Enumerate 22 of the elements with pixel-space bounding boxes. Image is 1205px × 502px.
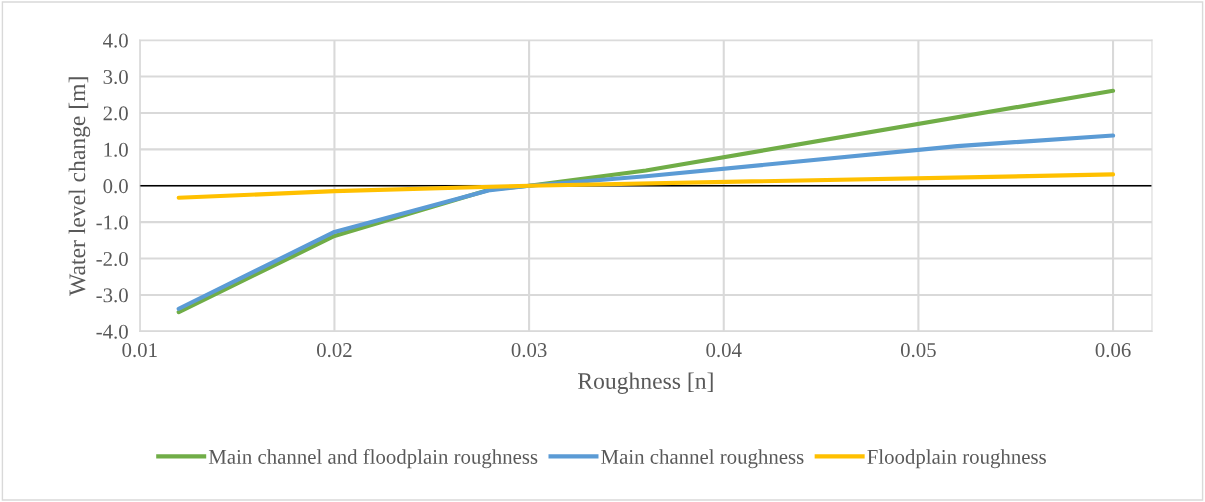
x-tick-label: 0.05 — [900, 343, 936, 358]
y-axis-title: Water level change [m] — [68, 77, 91, 296]
line-series — [176, 133, 1116, 311]
y-tick-label: 2.0 — [103, 106, 128, 121]
y-tick-label: 3.0 — [103, 69, 128, 85]
x-tick-label: 0.06 — [1095, 343, 1131, 358]
x-axis-title: Roughness [n] — [578, 372, 713, 394]
y-tick-label: -3.0 — [96, 288, 128, 303]
y-tick-label: 0.0 — [103, 179, 128, 194]
x-tick-label: 0.03 — [511, 343, 547, 358]
y-tick-label: -1.0 — [96, 215, 128, 230]
y-tick-label: 4.0 — [103, 33, 128, 48]
x-tick-label: 0.02 — [317, 343, 352, 358]
line-series — [176, 172, 1116, 200]
x-tick-label: 0.01 — [122, 343, 157, 358]
y-tick-label: -4.0 — [96, 324, 128, 339]
y-tick-label: -2.0 — [96, 251, 128, 267]
x-tick-label: 0.04 — [706, 343, 742, 358]
legend-label: Floodplain roughness — [867, 449, 1046, 469]
legend-label: Main channel and floodplain roughness — [208, 449, 538, 469]
legend-label: Main channel roughness — [601, 449, 804, 469]
y-tick-label: 1.0 — [104, 142, 128, 157]
